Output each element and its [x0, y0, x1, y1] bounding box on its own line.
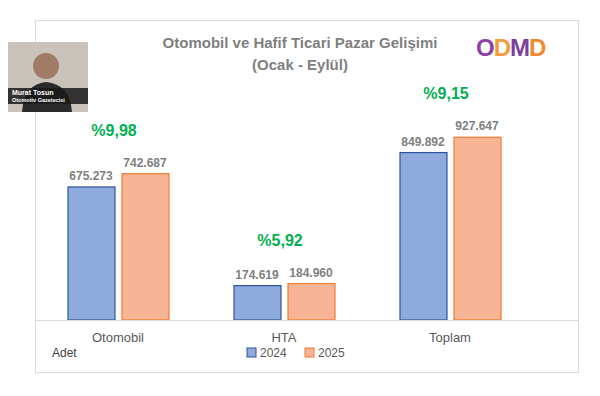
data-label: 184.960 [289, 266, 333, 280]
legend-label: 2024 [260, 346, 287, 360]
y-axis [35, 123, 36, 320]
x-axis [35, 320, 578, 321]
legend-swatch [305, 348, 314, 357]
growth-annotation: %9,98 [91, 122, 136, 139]
data-label: 675.273 [69, 169, 113, 183]
x-tick-label: Toplam [429, 330, 471, 345]
x-tick-label: Otomobil [92, 330, 144, 345]
y-axis-label: Adet [52, 346, 77, 360]
title: Otomobil ve Hafif Ticari Pazar Gelişimi [163, 34, 438, 51]
logo: ODMD [476, 34, 546, 61]
subtitle: (Ocak - Eylül) [252, 56, 348, 73]
growth-annotation: %9,15 [423, 85, 468, 102]
logo-letter: M [510, 34, 529, 61]
logo-letter: D [529, 34, 546, 61]
bar [400, 153, 447, 320]
bar [454, 137, 501, 320]
photo-head [33, 53, 59, 79]
bar [122, 174, 169, 320]
labels: 675.273 174.619 849.892 742.687 184.960 927.6… [69, 85, 499, 281]
data-label: 927.647 [455, 119, 499, 133]
bar [68, 187, 115, 320]
legend-label: 2025 [318, 346, 345, 360]
author-photo: Murat TosunOtomotiv Gazetecisi [8, 42, 88, 112]
legend: 2024 2025 [247, 346, 345, 360]
growth-annotation: %5,92 [257, 232, 302, 249]
legend-swatch [247, 348, 256, 357]
author-name: Murat Tosun [12, 89, 53, 96]
data-label: 742.687 [123, 156, 167, 170]
photo-background [8, 42, 88, 112]
bar [288, 284, 335, 320]
x-tick-label: HTA [271, 330, 296, 345]
author-role: Otomotiv Gazetecisi [12, 97, 65, 103]
chart-svg: Otomobil ve Hafif Ticari Pazar Gelişimi (… [0, 0, 600, 396]
photo-caption-bg [8, 88, 88, 104]
bar [234, 286, 281, 320]
logo-letter: D [494, 34, 511, 61]
data-label: 849.892 [401, 135, 445, 149]
chart-frame [36, 21, 579, 373]
logo-letter: O [476, 34, 494, 61]
bars [68, 137, 501, 320]
data-label: 174.619 [235, 268, 279, 282]
